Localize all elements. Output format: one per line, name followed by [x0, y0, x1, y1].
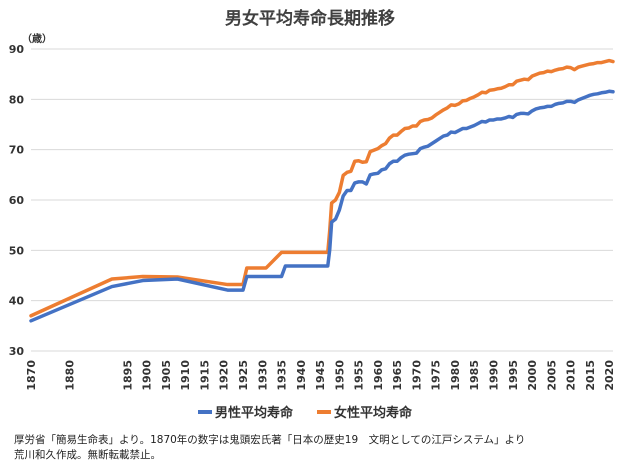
y-tick-label: 80 — [9, 93, 25, 106]
x-tick-label: 1975 — [430, 360, 443, 391]
x-tick-label: 1930 — [256, 360, 269, 391]
x-tick-label: 2015 — [584, 360, 597, 391]
y-tick-label: 40 — [9, 295, 25, 308]
chart-title: 男女平均寿命長期推移 — [225, 8, 395, 29]
x-axis-ticks: 1870 1880 1895 1900 1905 1910 1915 1920 1925 1930… — [25, 360, 616, 391]
gridlines — [31, 48, 613, 352]
x-tick-label: 1990 — [488, 360, 501, 391]
y-axis-ticks: 30 40 50 60 70 80 90 — [9, 43, 25, 358]
x-tick-label: 1880 — [64, 360, 77, 391]
x-tick-label: 2005 — [545, 360, 558, 391]
legend-label-male: 男性平均寿命 — [215, 405, 294, 421]
y-tick-label: 60 — [9, 194, 25, 207]
x-tick-label: 1895 — [121, 360, 134, 391]
x-tick-label: 2020 — [603, 360, 616, 391]
x-tick-label: 1945 — [314, 360, 327, 391]
x-tick-label: 1970 — [410, 360, 423, 391]
x-tick-label: 1915 — [198, 360, 211, 391]
legend: 男性平均寿命 女性平均寿命 — [198, 405, 413, 421]
x-tick-label: 1980 — [449, 360, 462, 391]
x-tick-label: 1965 — [391, 360, 404, 391]
x-tick-label: 1955 — [353, 360, 366, 391]
x-tick-label: 1935 — [276, 360, 289, 391]
legend-label-female: 女性平均寿命 — [334, 405, 413, 421]
x-tick-label: 1910 — [179, 360, 192, 391]
y-tick-label: 30 — [9, 345, 25, 358]
author-footnote: 荒川和久作成。無断転載禁止。 — [14, 448, 161, 461]
series-lines — [29, 58, 615, 323]
x-tick-label: 1925 — [237, 360, 250, 391]
x-tick-label: 1920 — [218, 360, 231, 391]
y-axis-unit-label: （歳） — [22, 32, 52, 45]
x-tick-label: 1950 — [333, 360, 346, 391]
y-tick-label: 70 — [9, 144, 25, 157]
x-tick-label: 1960 — [372, 360, 385, 391]
x-tick-label: 2010 — [565, 360, 578, 391]
female-life-expectancy-line — [29, 58, 615, 318]
x-tick-label: 1995 — [507, 360, 520, 391]
x-tick-label: 1905 — [160, 360, 173, 391]
y-tick-label: 50 — [9, 244, 25, 257]
x-tick-label: 2000 — [526, 360, 539, 391]
male-life-expectancy-line — [29, 89, 615, 323]
x-tick-label: 1940 — [295, 360, 308, 391]
x-tick-label: 1900 — [141, 360, 154, 391]
source-footnote: 厚労省「簡易生命表」より。1870年の数字は鬼頭宏氏著「日本の歴史19 文明とし… — [14, 433, 525, 446]
x-tick-label: 1870 — [25, 360, 38, 391]
y-tick-label: 90 — [9, 43, 25, 56]
x-tick-label: 1985 — [468, 360, 481, 391]
